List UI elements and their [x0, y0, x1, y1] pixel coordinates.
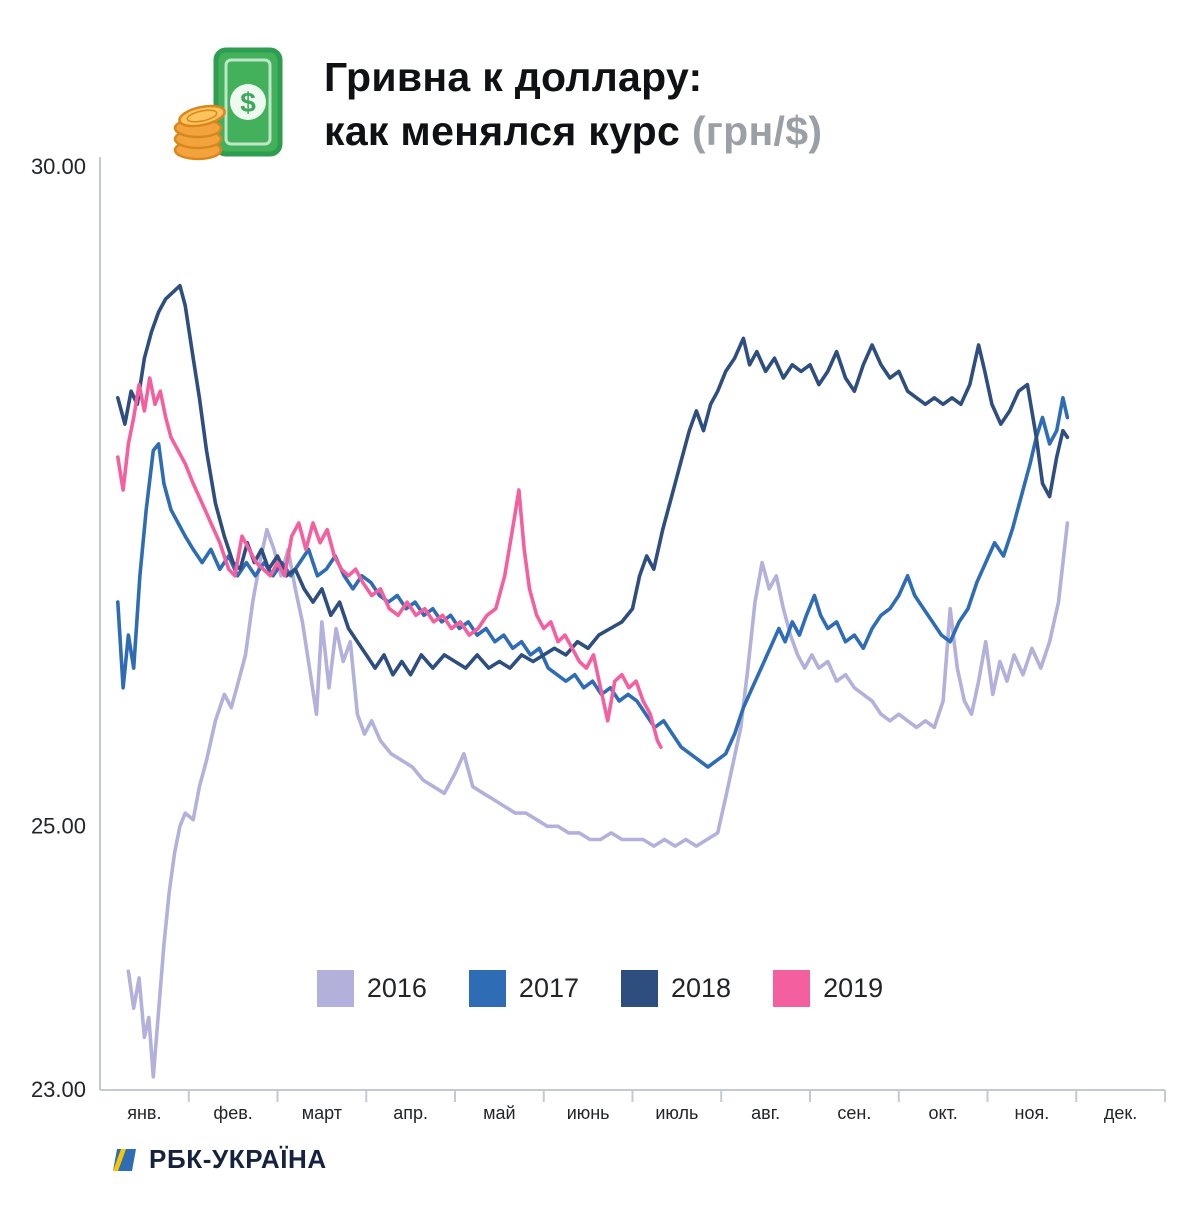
series-line-2018	[116, 283, 1070, 677]
legend-label-2019: 2019	[823, 973, 884, 1003]
x-tick-label: сен.	[837, 1103, 871, 1123]
title-line1: Гривна к доллару:	[324, 54, 703, 100]
dollar-glyph: $	[240, 87, 256, 118]
legend-item-2019: 2019	[773, 970, 883, 1007]
legend-swatch-2018	[621, 970, 658, 1007]
x-tick-label: окт.	[928, 1103, 957, 1123]
title-units: (грн/$)	[691, 108, 823, 154]
y-tick-label: 30.00	[31, 154, 86, 179]
title-line2-text: как менялся курс	[324, 108, 681, 154]
brand-footer: РБК-УКРАЇНА	[112, 1144, 327, 1175]
x-tick-label: июль	[655, 1103, 698, 1123]
y-tick-label: 25.00	[31, 813, 86, 838]
page-title: Гривна к доллару: как менялся курс (грн/…	[324, 50, 822, 158]
x-tick-label: авг.	[751, 1103, 780, 1123]
x-tick-label: фев.	[213, 1103, 252, 1123]
brand-name: РБК-УКРАЇНА	[149, 1144, 327, 1174]
x-tick-label: март	[302, 1103, 342, 1123]
x-tick-label: апр.	[393, 1103, 428, 1123]
x-tick-label: май	[483, 1103, 515, 1123]
legend-swatch-2017	[468, 970, 506, 1007]
y-tick-label: 23.00	[31, 1077, 86, 1102]
x-tick-label: янв.	[127, 1103, 161, 1123]
series-line-2017	[116, 396, 1070, 769]
x-tick-label: ноя.	[1015, 1103, 1050, 1123]
legend-item-2017: 2017	[468, 970, 579, 1007]
bill-circle	[230, 84, 266, 120]
legend-label-2016: 2016	[366, 973, 427, 1003]
legend-item-2018: 2018	[621, 970, 731, 1007]
money-bill-coins-icon: $	[173, 47, 283, 161]
money-icon: $	[170, 46, 296, 170]
rbc-ukraine-logo-icon	[112, 1147, 138, 1173]
legend-swatch-2016	[316, 970, 354, 1007]
series-line-2016	[126, 521, 1070, 1079]
legend-item-2016: 2016	[316, 970, 427, 1007]
legend-label-2018: 2018	[671, 973, 732, 1003]
x-tick-label: июнь	[567, 1103, 610, 1123]
series-line-2019	[116, 376, 663, 749]
bill-inner-border	[224, 58, 272, 146]
coin-stack	[173, 104, 226, 161]
legend-swatch-2019	[773, 970, 811, 1007]
legend-label-2017: 2017	[518, 973, 579, 1003]
x-tick-label: дек.	[1104, 1103, 1137, 1123]
chart-legend: 2016 2017 2018 2019	[0, 970, 1200, 1007]
title-line2: как менялся курс (грн/$)	[324, 104, 822, 158]
